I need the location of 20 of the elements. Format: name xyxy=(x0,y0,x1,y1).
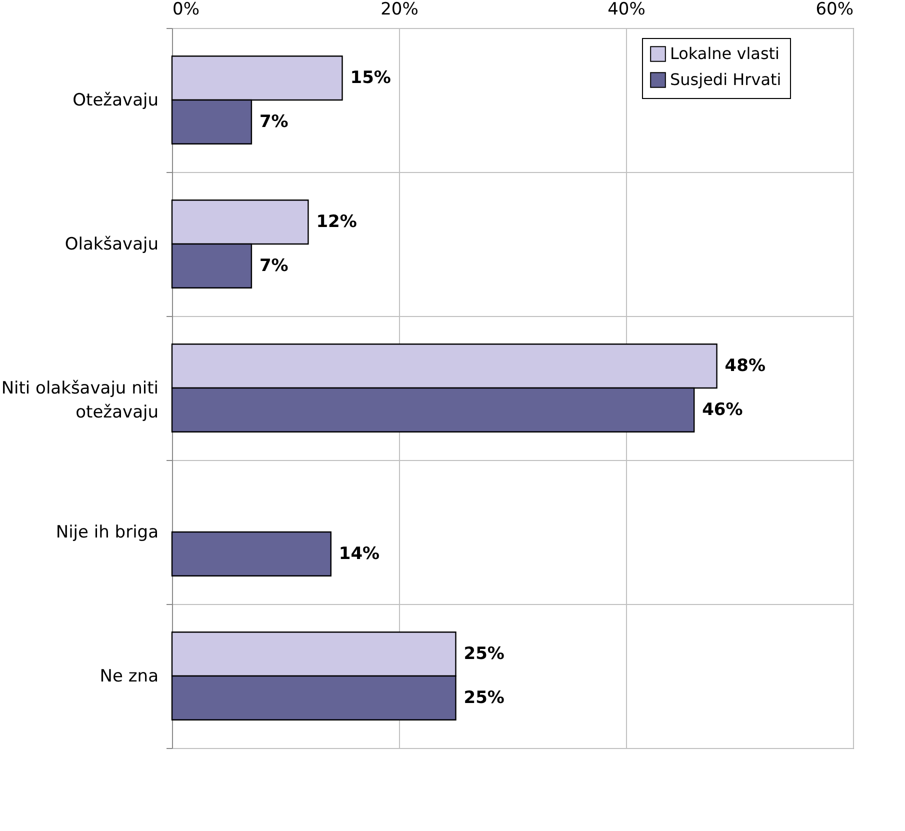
x-tick-label: 20% xyxy=(380,0,418,20)
y-tick-label: Ne zna xyxy=(100,666,158,686)
legend-label: Susjedi Hrvati xyxy=(670,70,782,89)
legend-label: Lokalne vlasti xyxy=(670,44,780,63)
data-label: 12% xyxy=(316,212,357,232)
y-tick-label: Otežavaju xyxy=(72,90,158,110)
data-label: 7% xyxy=(259,256,288,276)
data-label: 46% xyxy=(702,400,743,420)
y-tick-label: Olakšavaju xyxy=(64,234,158,254)
y-tick-label: Nije ih briga xyxy=(56,522,158,542)
data-label: 15% xyxy=(350,68,391,88)
data-label: 25% xyxy=(464,644,504,664)
x-tick-label: 40% xyxy=(608,0,646,20)
data-label: 48% xyxy=(724,356,766,376)
data-label: 25% xyxy=(464,688,504,708)
y-tick-label: Niti olakšavaju niti otežavaju xyxy=(1,378,158,422)
x-tick-label: 60% xyxy=(816,0,854,20)
data-label: 14% xyxy=(338,544,380,564)
data-label: 7% xyxy=(259,112,288,132)
x-tick-label: 0% xyxy=(172,0,200,20)
